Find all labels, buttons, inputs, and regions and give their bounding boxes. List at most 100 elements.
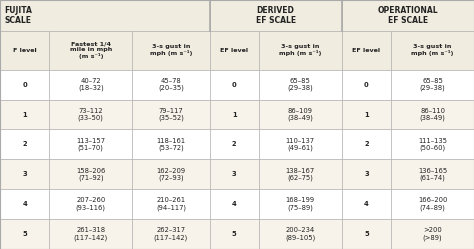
Bar <box>391 70 474 100</box>
Bar <box>391 219 474 249</box>
Bar <box>132 159 210 189</box>
Text: OPERATIONAL
EF SCALE: OPERATIONAL EF SCALE <box>378 6 438 25</box>
Text: 162–209
(72–93): 162–209 (72–93) <box>156 168 185 181</box>
Bar <box>342 159 391 189</box>
Text: 3-s gust in
mph (m s⁻¹): 3-s gust in mph (m s⁻¹) <box>279 44 321 57</box>
Bar <box>259 70 342 100</box>
Bar <box>210 31 259 70</box>
Text: 3: 3 <box>22 171 27 177</box>
Bar <box>132 31 210 70</box>
Text: 168–199
(75–89): 168–199 (75–89) <box>286 197 315 211</box>
Text: 3-s gust in
mph (m s⁻¹): 3-s gust in mph (m s⁻¹) <box>411 44 454 57</box>
Bar <box>132 219 210 249</box>
Bar <box>210 159 259 189</box>
Bar <box>132 129 210 159</box>
Text: 3: 3 <box>364 171 369 177</box>
Text: 5: 5 <box>364 231 369 237</box>
Text: 45–78
(20–35): 45–78 (20–35) <box>158 78 184 91</box>
Bar <box>0 219 49 249</box>
Bar <box>49 31 132 70</box>
Text: 138–167
(62–75): 138–167 (62–75) <box>286 168 315 181</box>
Bar <box>342 219 391 249</box>
Bar <box>259 189 342 219</box>
Text: 2: 2 <box>232 141 237 147</box>
Text: 136–165
(61–74): 136–165 (61–74) <box>418 168 447 181</box>
Bar <box>342 189 391 219</box>
Bar <box>391 31 474 70</box>
Text: 1: 1 <box>364 112 369 118</box>
Bar <box>342 0 474 31</box>
Text: 207–260
(93–116): 207–260 (93–116) <box>76 197 106 211</box>
Bar <box>0 159 49 189</box>
Bar <box>210 219 259 249</box>
Text: 118–161
(53–72): 118–161 (53–72) <box>156 138 185 151</box>
Text: 65–85
(29–38): 65–85 (29–38) <box>287 78 313 91</box>
Text: 3-s gust in
mph (m s⁻¹): 3-s gust in mph (m s⁻¹) <box>150 44 192 57</box>
Text: 65–85
(29–38): 65–85 (29–38) <box>419 78 446 91</box>
Bar <box>210 129 259 159</box>
Bar <box>259 100 342 129</box>
Text: 5: 5 <box>22 231 27 237</box>
Text: 4: 4 <box>22 201 27 207</box>
Text: 261–318
(117–142): 261–318 (117–142) <box>73 227 108 241</box>
Bar <box>342 31 391 70</box>
Bar <box>259 219 342 249</box>
Text: DERIVED
EF SCALE: DERIVED EF SCALE <box>255 6 296 25</box>
Text: 113–157
(51–70): 113–157 (51–70) <box>76 138 105 151</box>
Text: 4: 4 <box>232 201 237 207</box>
Bar <box>259 31 342 70</box>
Bar <box>0 31 49 70</box>
Bar <box>259 129 342 159</box>
Text: 110–137
(49–61): 110–137 (49–61) <box>286 138 315 151</box>
Text: 40–72
(18–32): 40–72 (18–32) <box>78 78 104 91</box>
Text: 0: 0 <box>232 82 237 88</box>
Bar <box>0 129 49 159</box>
Bar <box>49 100 132 129</box>
Bar <box>259 159 342 189</box>
Bar <box>210 70 259 100</box>
Bar <box>49 219 132 249</box>
Bar <box>342 129 391 159</box>
Text: 3: 3 <box>232 171 237 177</box>
Text: 2: 2 <box>364 141 369 147</box>
Text: 1: 1 <box>22 112 27 118</box>
Text: F level: F level <box>13 48 36 53</box>
Bar <box>342 70 391 100</box>
Text: 111–135
(50–60): 111–135 (50–60) <box>418 138 447 151</box>
Text: 1: 1 <box>232 112 237 118</box>
Text: 0: 0 <box>364 82 369 88</box>
Text: 200–234
(89–105): 200–234 (89–105) <box>285 227 315 241</box>
Text: Fastest 1/4
mile in mph
(m s⁻¹): Fastest 1/4 mile in mph (m s⁻¹) <box>70 42 112 59</box>
Bar <box>49 189 132 219</box>
Bar <box>391 100 474 129</box>
Bar <box>210 189 259 219</box>
Text: 158–206
(71–92): 158–206 (71–92) <box>76 168 105 181</box>
Bar <box>391 189 474 219</box>
Bar <box>0 70 49 100</box>
Text: 5: 5 <box>232 231 237 237</box>
Bar <box>0 0 210 31</box>
Text: 79–117
(35–52): 79–117 (35–52) <box>158 108 184 121</box>
Bar <box>132 189 210 219</box>
Bar <box>210 0 342 31</box>
Bar <box>210 100 259 129</box>
Text: EF level: EF level <box>352 48 381 53</box>
Bar <box>0 100 49 129</box>
Bar <box>342 100 391 129</box>
Text: >200
(>89): >200 (>89) <box>423 227 442 241</box>
Bar <box>391 159 474 189</box>
Text: 262–317
(117–142): 262–317 (117–142) <box>154 227 188 241</box>
Bar <box>49 70 132 100</box>
Text: 86–110
(38–49): 86–110 (38–49) <box>419 108 446 121</box>
Bar <box>49 159 132 189</box>
Text: 210–261
(94–117): 210–261 (94–117) <box>156 197 186 211</box>
Bar <box>49 129 132 159</box>
Text: 73–112
(33–50): 73–112 (33–50) <box>78 108 104 121</box>
Text: 4: 4 <box>364 201 369 207</box>
Bar <box>391 129 474 159</box>
Text: 166–200
(74–89): 166–200 (74–89) <box>418 197 447 211</box>
Bar <box>0 189 49 219</box>
Bar <box>132 100 210 129</box>
Bar <box>132 70 210 100</box>
Text: FUJITA
SCALE: FUJITA SCALE <box>4 6 32 25</box>
